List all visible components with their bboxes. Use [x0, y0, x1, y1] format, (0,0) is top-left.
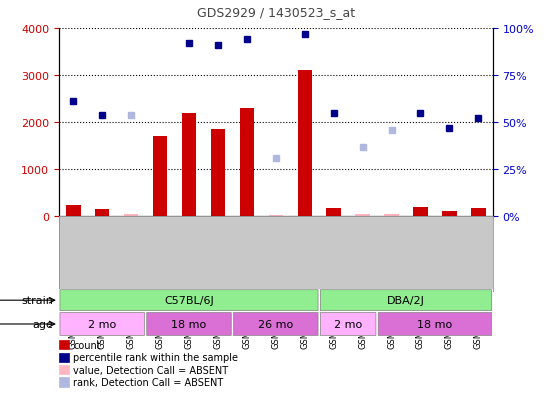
- Bar: [182, 114, 196, 217]
- Text: 26 mo: 26 mo: [258, 319, 293, 329]
- FancyBboxPatch shape: [234, 313, 318, 336]
- Bar: [269, 216, 283, 217]
- FancyBboxPatch shape: [320, 290, 492, 311]
- Text: percentile rank within the sample: percentile rank within the sample: [73, 352, 239, 362]
- Bar: [153, 137, 167, 217]
- FancyBboxPatch shape: [378, 313, 492, 336]
- Text: age: age: [32, 319, 53, 329]
- Text: value, Detection Call = ABSENT: value, Detection Call = ABSENT: [73, 365, 228, 375]
- Bar: [66, 206, 81, 217]
- Text: 18 mo: 18 mo: [171, 319, 207, 329]
- FancyBboxPatch shape: [320, 313, 376, 336]
- Text: rank, Detection Call = ABSENT: rank, Detection Call = ABSENT: [73, 377, 223, 387]
- Bar: [326, 209, 341, 217]
- FancyBboxPatch shape: [147, 313, 231, 336]
- Text: 2 mo: 2 mo: [88, 319, 116, 329]
- Bar: [413, 207, 428, 217]
- Bar: [297, 71, 312, 217]
- Bar: [356, 214, 370, 217]
- Text: strain: strain: [21, 295, 53, 306]
- Bar: [211, 130, 225, 217]
- Text: 2 mo: 2 mo: [334, 319, 362, 329]
- FancyBboxPatch shape: [60, 313, 144, 336]
- FancyBboxPatch shape: [60, 290, 318, 311]
- Text: DBA/2J: DBA/2J: [387, 295, 425, 306]
- Text: GDS2929 / 1430523_s_at: GDS2929 / 1430523_s_at: [197, 6, 355, 19]
- Text: 18 mo: 18 mo: [417, 319, 452, 329]
- Text: count: count: [73, 340, 101, 350]
- Bar: [471, 209, 486, 217]
- Bar: [240, 109, 254, 217]
- Bar: [95, 209, 109, 217]
- Text: C57BL/6J: C57BL/6J: [164, 295, 214, 306]
- Bar: [384, 214, 399, 217]
- Bar: [124, 214, 138, 217]
- Bar: [442, 211, 456, 217]
